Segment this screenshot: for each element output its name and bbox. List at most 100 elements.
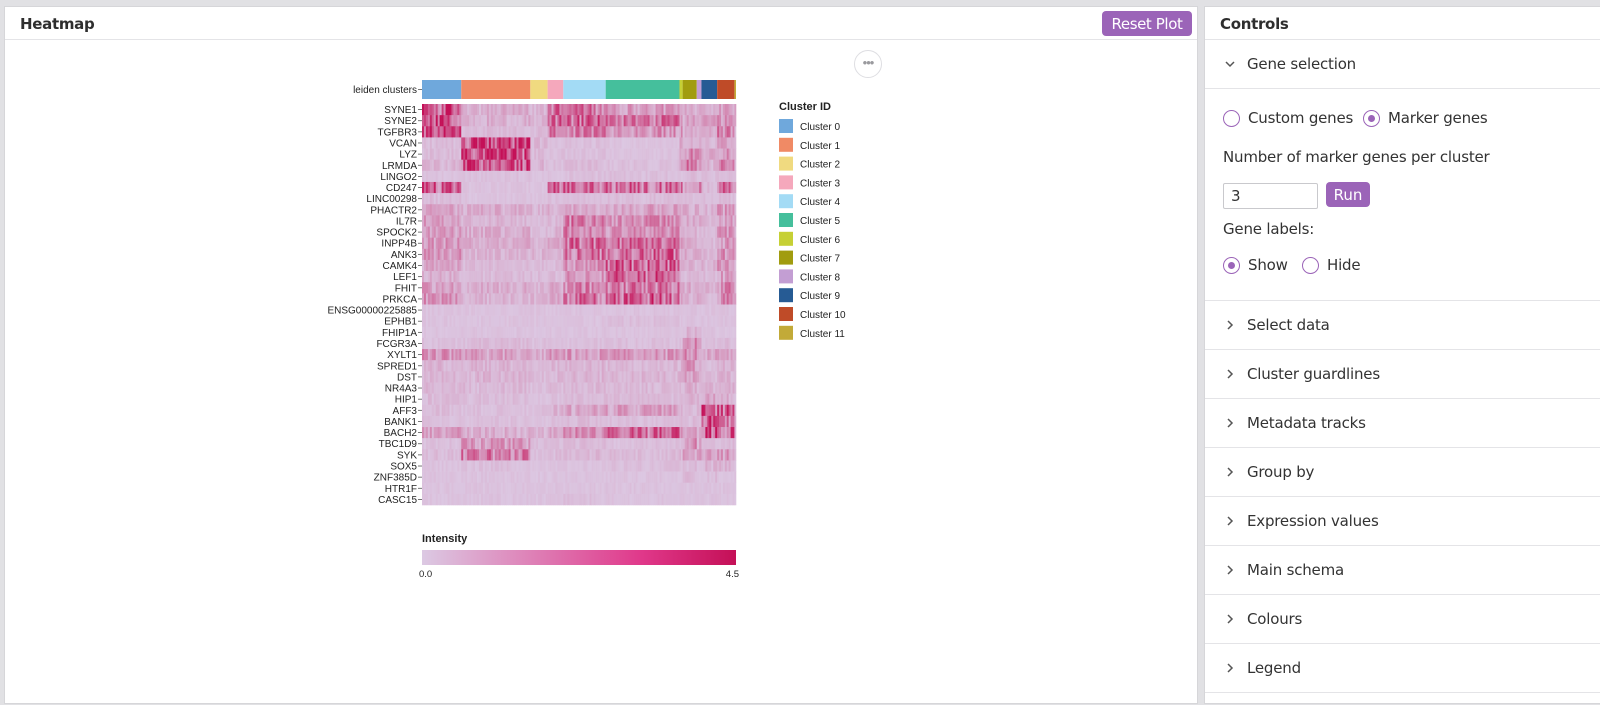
heatmap-cell bbox=[511, 282, 513, 293]
heatmap-cell bbox=[590, 104, 592, 115]
heatmap-cell bbox=[485, 137, 487, 148]
heatmap-cell bbox=[596, 293, 598, 304]
heatmap-cell bbox=[721, 382, 723, 393]
heatmap-cell bbox=[459, 215, 461, 226]
heatmap-cell bbox=[602, 126, 604, 137]
heatmap-cell bbox=[697, 160, 700, 171]
heatmap-cell bbox=[697, 371, 700, 382]
heatmap-cell bbox=[689, 215, 691, 226]
heatmap-cell bbox=[442, 316, 444, 327]
heatmap-cell bbox=[586, 249, 588, 260]
heatmap-cell bbox=[689, 282, 691, 293]
heatmap-cell bbox=[662, 115, 664, 126]
heatmap-cell bbox=[701, 115, 703, 126]
heatmap-cell bbox=[489, 293, 491, 304]
heatmap-cell bbox=[581, 204, 583, 215]
heatmap-cell bbox=[526, 405, 528, 416]
heatmap-cell bbox=[604, 215, 606, 226]
heatmap-cell bbox=[672, 227, 674, 238]
heatmap-cell bbox=[592, 149, 594, 160]
heatmap-cell bbox=[555, 282, 557, 293]
heatmap-cell bbox=[715, 394, 717, 405]
heatmap-cell bbox=[471, 126, 473, 137]
heatmap-cell bbox=[727, 360, 729, 371]
heatmap-cell bbox=[538, 260, 540, 271]
heatmap-cell bbox=[493, 316, 495, 327]
heatmap-cell bbox=[553, 371, 555, 382]
heatmap-cell bbox=[542, 405, 544, 416]
heatmap-cell bbox=[636, 394, 638, 405]
heatmap-cell bbox=[448, 137, 450, 148]
heatmap-cell bbox=[522, 282, 524, 293]
heatmap-cell bbox=[434, 104, 436, 115]
heatmap-cell bbox=[479, 271, 481, 282]
heatmap-cell bbox=[709, 416, 711, 427]
heatmap-cell bbox=[451, 327, 453, 338]
heatmap-cell bbox=[501, 371, 503, 382]
heatmap-cell bbox=[550, 249, 552, 260]
heatmap-cell bbox=[624, 371, 626, 382]
heatmap-cell bbox=[428, 160, 430, 171]
heatmap-cell bbox=[503, 215, 505, 226]
heatmap-cell bbox=[721, 149, 723, 160]
heatmap-cell bbox=[662, 260, 664, 271]
heatmap-cell bbox=[581, 382, 583, 393]
heatmap-cell bbox=[432, 238, 434, 249]
heatmap-cell bbox=[630, 215, 632, 226]
heatmap-cell bbox=[553, 360, 555, 371]
heatmap-cell bbox=[457, 405, 459, 416]
heatmap-cell bbox=[475, 405, 477, 416]
reset-plot-button[interactable]: Reset Plot bbox=[1102, 11, 1192, 36]
heatmap-cell bbox=[630, 227, 632, 238]
heatmap-cell bbox=[559, 193, 561, 204]
heatmap-cell bbox=[707, 394, 709, 405]
heatmap-cell bbox=[424, 316, 426, 327]
heatmap-cell bbox=[644, 371, 646, 382]
heatmap-chart[interactable]: leiden clustersSYNE1SYNE2TGFBR3VCANLYZLR… bbox=[5, 41, 1199, 705]
heatmap-cell bbox=[515, 260, 517, 271]
heatmap-cell bbox=[610, 316, 612, 327]
heatmap-cell bbox=[586, 394, 588, 405]
heatmap-cell bbox=[477, 316, 479, 327]
heatmap-cell bbox=[483, 327, 485, 338]
heatmap-cell bbox=[666, 394, 668, 405]
heatmap-cell bbox=[689, 149, 691, 160]
heatmap-cell bbox=[626, 327, 628, 338]
heatmap-cell bbox=[481, 115, 483, 126]
heatmap-cell bbox=[652, 282, 654, 293]
heatmap-cell bbox=[526, 371, 528, 382]
heatmap-cell bbox=[534, 382, 536, 393]
heatmap-cell bbox=[652, 115, 654, 126]
heatmap-cell bbox=[640, 327, 642, 338]
heatmap-cell bbox=[608, 115, 610, 126]
heatmap-cell bbox=[592, 394, 594, 405]
heatmap-cell bbox=[634, 115, 636, 126]
heatmap-cell bbox=[725, 238, 727, 249]
heatmap-cell bbox=[544, 149, 546, 160]
heatmap-cell bbox=[721, 271, 723, 282]
heatmap-cell bbox=[709, 438, 711, 449]
heatmap-cell bbox=[654, 282, 656, 293]
heatmap-cell bbox=[626, 171, 628, 182]
heatmap-cell bbox=[624, 316, 626, 327]
heatmap-cell bbox=[567, 371, 569, 382]
heatmap-cell bbox=[616, 427, 618, 438]
heatmap-cell bbox=[634, 260, 636, 271]
heatmap-cell bbox=[530, 137, 532, 148]
heatmap-cell bbox=[518, 271, 520, 282]
heatmap-cell bbox=[573, 104, 575, 115]
heatmap-cell bbox=[662, 338, 664, 349]
heatmap-cell bbox=[596, 360, 598, 371]
heatmap-cell bbox=[561, 416, 563, 427]
heatmap-cell bbox=[511, 293, 513, 304]
heatmap-cell bbox=[717, 271, 719, 282]
heatmap-cell bbox=[463, 227, 465, 238]
heatmap-cell bbox=[438, 282, 440, 293]
heatmap-cell bbox=[733, 215, 735, 226]
heatmap-cell bbox=[703, 382, 705, 393]
heatmap-cell bbox=[677, 371, 679, 382]
heatmap-cell bbox=[715, 427, 717, 438]
heatmap-cell bbox=[600, 293, 602, 304]
heatmap-cell bbox=[557, 416, 559, 427]
heatmap-cell bbox=[670, 215, 672, 226]
